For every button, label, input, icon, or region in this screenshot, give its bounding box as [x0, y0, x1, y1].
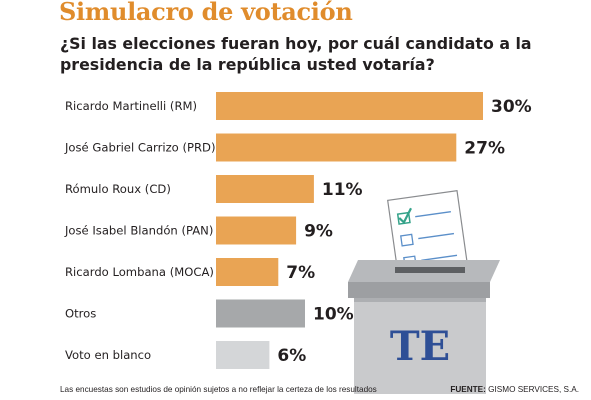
category-label: Voto en blanco — [65, 348, 151, 362]
category-labels: Ricardo Martinelli (RM) José Gabriel Carr… — [64, 99, 215, 362]
value-label: 6% — [277, 346, 306, 366]
value-label: 9% — [304, 222, 333, 242]
bar — [216, 133, 457, 162]
bar — [216, 341, 270, 369]
chart-title: Simulacro de votación — [59, 0, 353, 26]
source-label: FUENTE: — [450, 385, 486, 394]
ballot-box-lid — [348, 282, 490, 298]
bar — [216, 216, 297, 245]
survey-question: ¿Si las elecciones fueran hoy, por cuál … — [60, 34, 532, 74]
ballot-box-logo: TE — [390, 323, 450, 370]
category-label: Ricardo Martinelli (RM) — [65, 99, 197, 113]
bar — [216, 175, 314, 203]
source-credit: FUENTE: GISMO SERVICES, S.A. — [450, 385, 579, 394]
category-label: Ricardo Lombana (MOCA) — [65, 265, 214, 279]
value-label: 30% — [491, 97, 532, 117]
value-labels: 30% 27% 11% 9% 7% 10% 6% — [277, 97, 531, 366]
bar — [216, 299, 305, 328]
source-value: GISMO SERVICES, S.A. — [488, 385, 579, 394]
category-label: Otros — [65, 307, 96, 321]
category-label: José Gabriel Carrizo (PRD) — [64, 141, 215, 155]
category-label: Rómulo Roux (CD) — [65, 182, 171, 196]
value-label: 27% — [464, 139, 505, 159]
ballot-box-slot — [395, 267, 465, 273]
bar — [216, 92, 483, 120]
value-label: 10% — [313, 305, 354, 325]
ballot-box-body — [354, 298, 486, 394]
ballot-box-icon: TE — [348, 190, 500, 394]
value-label: 11% — [322, 180, 363, 200]
value-label: 7% — [286, 263, 315, 283]
bar-chart: Ricardo Martinelli (RM) José Gabriel Carr… — [64, 92, 532, 369]
footnote: Las encuestas son estudios de opinión su… — [60, 385, 377, 394]
bar — [216, 258, 279, 286]
bars — [216, 92, 483, 369]
category-label: José Isabel Blandón (PAN) — [64, 224, 213, 238]
